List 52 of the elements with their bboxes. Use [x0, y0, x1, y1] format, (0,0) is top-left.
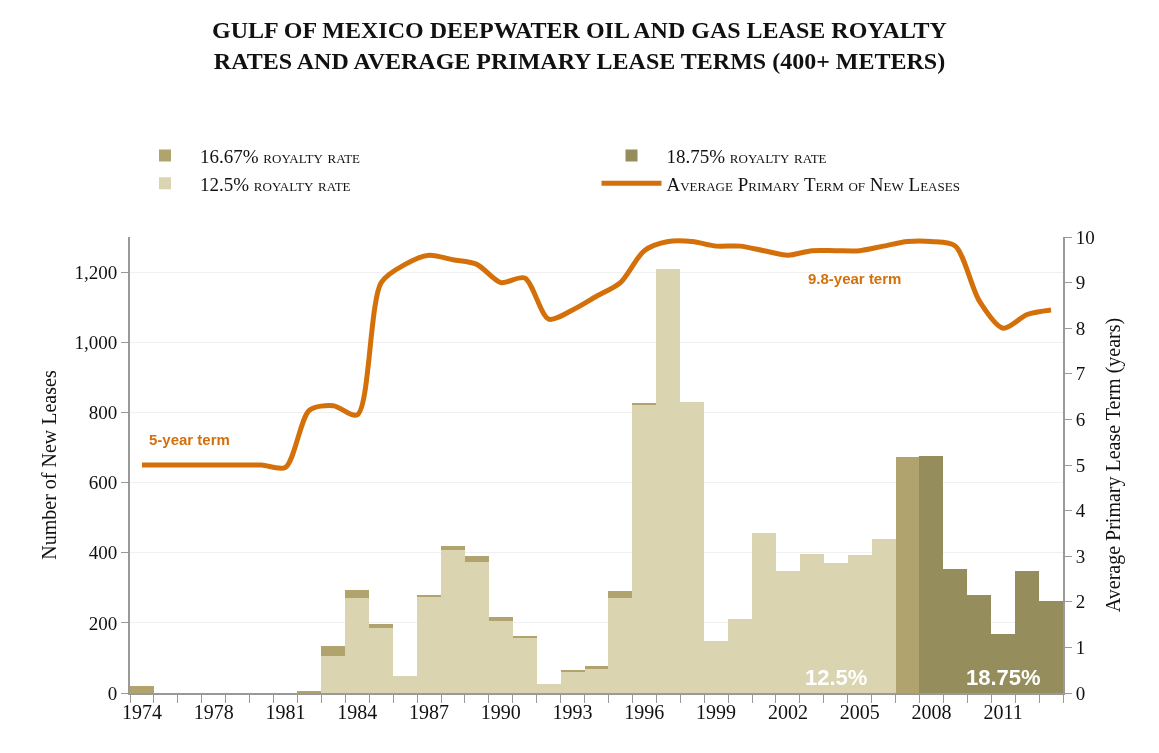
annotation: 5-year term: [149, 431, 230, 448]
bar: [441, 546, 465, 550]
x-tick-label: 1974: [121, 701, 162, 723]
y2-tick-label: 10: [1075, 226, 1095, 248]
annotation: 12.5%: [805, 665, 868, 690]
bar: [321, 646, 345, 656]
y2-tick-label: 7: [1075, 363, 1086, 385]
chart-title: GULF OF MEXICO DEEPWATER OIL AND GAS LEASE ROYALTY RATES AND AVERAGE PRIMARY LEASE TERMS (400+ METERS): [212, 16, 947, 74]
legend-label: 12.5% royalty rate: [200, 173, 351, 195]
x-tick-label: 1996: [624, 701, 665, 723]
annotation: 18.75%: [966, 665, 1041, 690]
x-tick-label: 2002: [767, 701, 808, 723]
x-tick-label: 2005: [839, 701, 880, 723]
bar: [585, 666, 608, 669]
annotation: 9.8-year term: [808, 270, 902, 287]
y-tick-label: 400: [88, 542, 118, 564]
bar: [608, 591, 632, 598]
y2-tick-label: 2: [1075, 591, 1086, 613]
x-tick-label: 1987: [409, 701, 450, 723]
x-tick-label: 1984: [337, 701, 378, 723]
bar: [369, 624, 393, 628]
y-axis-title: Number of New Leases: [38, 370, 61, 560]
y-tick-label: 800: [88, 402, 118, 424]
bar: [896, 457, 919, 693]
x-tick-label: 2011: [983, 701, 1023, 723]
x-tick-label: 2008: [911, 701, 952, 723]
y2-tick-label: 6: [1075, 409, 1086, 431]
y2-tick-label: 8: [1075, 317, 1086, 339]
x-tick-label: 1990: [480, 701, 521, 723]
y2-tick-label: 3: [1075, 545, 1086, 567]
y-tick-label: 1,000: [74, 331, 118, 353]
y2-axis-title: Average Primary Lease Term (years): [1101, 317, 1125, 613]
legend-label: 18.75% royalty rate: [666, 145, 827, 167]
bar: [489, 617, 513, 621]
y-tick-label: 0: [107, 682, 118, 704]
y2-tick-label: 1: [1075, 637, 1086, 659]
y2-tick-label: 9: [1075, 272, 1086, 294]
x-tick-label: 1993: [552, 701, 593, 723]
bar: [345, 590, 369, 598]
bar: [130, 686, 154, 693]
x-tick-label: 1999: [696, 701, 737, 723]
legend-label: 16.67% royalty rate: [200, 145, 361, 167]
y-tick-label: 200: [88, 612, 118, 634]
legend-label: Average Primary Term of New Leases: [666, 173, 960, 195]
y-tick-label: 600: [88, 472, 118, 494]
x-tick-label: 1978: [193, 701, 234, 723]
y2-tick-label: 4: [1075, 500, 1086, 522]
x-tick-label: 1981: [265, 701, 306, 723]
y-tick-label: 1,200: [74, 261, 118, 283]
y2-tick-label: 0: [1075, 682, 1086, 704]
bar: [465, 556, 489, 562]
y2-tick-label: 5: [1075, 454, 1086, 476]
